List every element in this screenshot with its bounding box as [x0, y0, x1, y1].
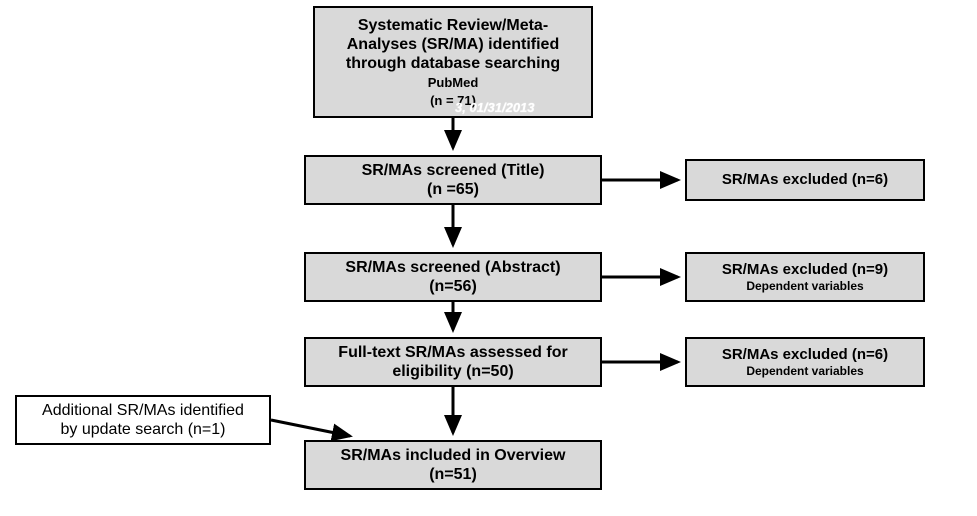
- screened-title-line2: (n =65): [427, 180, 479, 199]
- node-fulltext: Full-text SR/MAs assessed for eligibilit…: [304, 337, 602, 387]
- screened-title-line1: SR/MAs screened (Title): [362, 161, 545, 180]
- node-identified: Systematic Review/Meta- Analyses (SR/MA)…: [313, 6, 593, 118]
- identified-ghost-overlay: 3, 01/31/2013: [455, 100, 535, 115]
- node-additional: Additional SR/MAs identified by update s…: [15, 395, 271, 445]
- arrow-additional-to-included: [271, 420, 350, 436]
- node-excluded-fulltext: SR/MAs excluded (n=6) Dependent variable…: [685, 337, 925, 387]
- included-line1: SR/MAs included in Overview: [341, 446, 566, 465]
- excluded-fulltext-line1: SR/MAs excluded (n=6): [722, 346, 888, 364]
- screened-abstract-line2: (n=56): [429, 277, 477, 296]
- node-screened-abstract: SR/MAs screened (Abstract) (n=56): [304, 252, 602, 302]
- additional-line1: Additional SR/MAs identified: [42, 401, 244, 420]
- screened-abstract-line1: SR/MAs screened (Abstract): [345, 258, 560, 277]
- node-screened-title: SR/MAs screened (Title) (n =65): [304, 155, 602, 205]
- node-included: SR/MAs included in Overview (n=51): [304, 440, 602, 490]
- excluded-abstract-line1: SR/MAs excluded (n=9): [722, 261, 888, 279]
- node-excluded-abstract: SR/MAs excluded (n=9) Dependent variable…: [685, 252, 925, 302]
- excluded-title-line1: SR/MAs excluded (n=6): [722, 171, 888, 189]
- identified-line3: through database searching: [346, 54, 560, 73]
- excluded-fulltext-line2: Dependent variables: [746, 364, 863, 378]
- identified-line1: Systematic Review/Meta-: [358, 16, 548, 35]
- fulltext-line2: eligibility (n=50): [392, 362, 513, 381]
- fulltext-line1: Full-text SR/MAs assessed for: [338, 343, 567, 362]
- node-excluded-title: SR/MAs excluded (n=6): [685, 159, 925, 201]
- included-line2: (n=51): [429, 465, 477, 484]
- identified-line2: Analyses (SR/MA) identified: [347, 35, 559, 54]
- excluded-abstract-line2: Dependent variables: [746, 279, 863, 293]
- additional-line2: by update search (n=1): [61, 420, 226, 439]
- identified-line4: PubMed: [428, 75, 479, 91]
